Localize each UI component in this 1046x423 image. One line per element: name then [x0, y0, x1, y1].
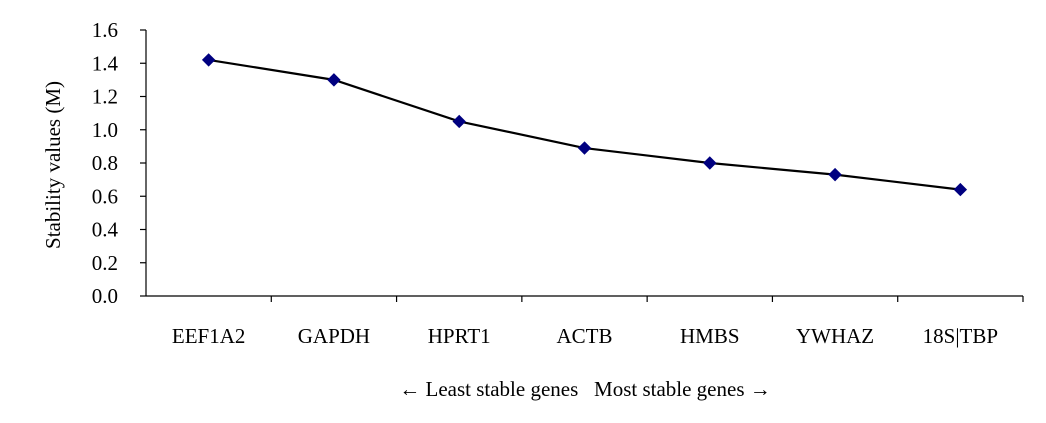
data-point-marker [703, 156, 717, 170]
data-point-marker [953, 182, 968, 197]
y-tick-label: 1.2 [92, 85, 118, 109]
y-tick-label: 0.6 [92, 184, 118, 208]
y-tick-label: 0.2 [92, 251, 118, 275]
x-tick-label: EEF1A2 [172, 324, 246, 348]
y-tick-label: 1.0 [92, 118, 118, 142]
data-point-marker [201, 53, 216, 67]
y-tick-label: 0.8 [92, 151, 118, 175]
data-point-marker [577, 141, 592, 155]
data-point-marker [327, 73, 341, 87]
series-line [208, 58, 961, 191]
data-point-marker [452, 114, 466, 129]
y-tick-label: 1.6 [92, 18, 118, 42]
x-tick-label: HMBS [680, 324, 740, 348]
x-tick-label: 18S|TBP [923, 324, 998, 348]
y-tick-label: 0.0 [92, 284, 118, 308]
y-axis-ticks: 0.0 0.2 0.4 0.6 0.8 1.0 1.2 1.4 1.6 [92, 18, 146, 308]
x-axis-title: ← Least stable genes Most stable genes → [399, 377, 771, 401]
x-axis-ticks: EEF1A2 GAPDH HPRT1 ACTB HMBS YWHAZ 18S|TBP [172, 296, 1024, 348]
y-axis-title: Stability values (M) [41, 81, 65, 249]
x-tick-label: YWHAZ [796, 324, 874, 348]
data-point-marker [828, 167, 842, 182]
x-tick-label: GAPDH [298, 324, 370, 348]
y-tick-label: 0.4 [92, 218, 119, 242]
x-tick-label: ACTB [556, 324, 612, 348]
x-tick-label: HPRT1 [428, 324, 491, 348]
y-tick-label: 1.4 [92, 51, 119, 75]
series-group [201, 53, 968, 197]
